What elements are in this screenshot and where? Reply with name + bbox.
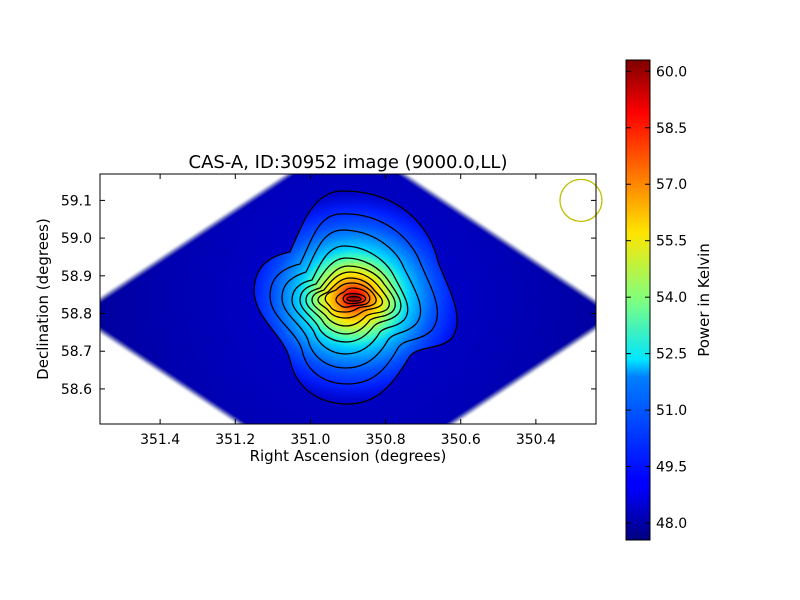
y-tick-label: 58.9 xyxy=(61,269,92,285)
contour-level-3 xyxy=(281,229,422,369)
y-tick-label: 58.8 xyxy=(61,307,92,323)
contour-level-6 xyxy=(305,265,396,335)
colorbar-tick-label: 52.5 xyxy=(656,347,687,363)
contour-level-12 xyxy=(346,295,362,302)
x-axis-ticks: 351.4 351.2 351.0 350.8 350.6 350.4 xyxy=(140,174,556,448)
colorbar-tick-label: 60.0 xyxy=(656,64,687,80)
y-tick-label: 58.7 xyxy=(61,344,92,360)
colorbar-ticks: 48.0 49.5 51.0 52.5 54.0 55.5 57.0 58.5 60.0 xyxy=(626,64,687,532)
contour-level-7 xyxy=(311,271,390,327)
y-tick-label: 59.0 xyxy=(61,231,92,247)
x-tick-label: 350.6 xyxy=(441,432,481,448)
contour-level-5 xyxy=(299,257,402,343)
colorbar-tick-label: 57.0 xyxy=(656,177,687,193)
x-tick-label: 351.2 xyxy=(215,432,255,448)
y-axis-label: Declination (degrees) xyxy=(34,218,52,380)
contour-level-8 xyxy=(317,277,384,319)
x-axis-label: Right Ascension (degrees) xyxy=(250,447,447,465)
colorbar-tick-label: 48.0 xyxy=(656,516,687,532)
contour-level-2 xyxy=(269,213,438,385)
contour-lines xyxy=(253,190,458,405)
y-tick-label: 59.1 xyxy=(61,193,92,209)
x-tick-label: 351.4 xyxy=(140,432,180,448)
x-tick-label: 350.4 xyxy=(516,432,556,448)
plot-area: 351.4 351.2 351.0 350.8 350.6 350.4 58.658.75… xyxy=(61,173,603,448)
contour-level-4 xyxy=(291,245,409,355)
contour-level-1 xyxy=(253,190,458,405)
contour-level-11 xyxy=(342,292,367,305)
contour-level-10 xyxy=(335,287,371,308)
axes-frame xyxy=(99,173,597,425)
colorbar-label: Power in Kelvin xyxy=(695,243,713,357)
colorbar-tick-label: 55.5 xyxy=(656,234,687,250)
source-emission xyxy=(254,190,458,404)
x-tick-label: 351.0 xyxy=(290,432,330,448)
y-axis-ticks: 58.6 58.7 58.8 58.9 59.0 59.1 xyxy=(61,193,596,398)
chart-title: CAS-A, ID:30952 image (9000.0,LL) xyxy=(189,152,508,173)
colorbar-gradient xyxy=(625,59,651,541)
beam-circle xyxy=(559,178,603,223)
colorbar-tick-label: 54.0 xyxy=(656,290,687,306)
contour-level-9 xyxy=(324,282,377,313)
colorbar-tick-label: 58.5 xyxy=(656,121,687,137)
colorbar-tick-label: 51.0 xyxy=(656,403,687,419)
colorbar: 48.0 49.5 51.0 52.5 54.0 55.5 57.0 58.5 60.0 Pow… xyxy=(625,59,713,541)
x-tick-label: 350.8 xyxy=(366,432,406,448)
y-tick-label: 58.6 xyxy=(61,382,92,398)
colorbar-tick-label: 49.5 xyxy=(656,460,687,476)
